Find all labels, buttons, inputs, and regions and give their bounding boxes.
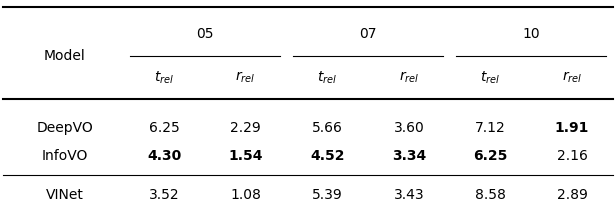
Text: DeepVO: DeepVO <box>36 121 93 135</box>
Text: 07: 07 <box>359 27 377 41</box>
Text: 3.52: 3.52 <box>148 188 179 202</box>
Text: 1.08: 1.08 <box>230 188 261 202</box>
Text: 8.58: 8.58 <box>475 188 506 202</box>
Text: $r_{rel}$: $r_{rel}$ <box>235 70 256 85</box>
Text: 2.29: 2.29 <box>230 121 261 135</box>
Text: 5.39: 5.39 <box>312 188 342 202</box>
Text: 4.30: 4.30 <box>147 149 181 163</box>
Text: 1.54: 1.54 <box>229 149 263 163</box>
Text: 05: 05 <box>196 27 214 41</box>
Text: 2.16: 2.16 <box>557 149 588 163</box>
Text: 7.12: 7.12 <box>475 121 506 135</box>
Text: 4.52: 4.52 <box>310 149 344 163</box>
Text: $t_{rel}$: $t_{rel}$ <box>480 69 501 86</box>
Text: 2.89: 2.89 <box>557 188 588 202</box>
Text: 6.25: 6.25 <box>473 149 508 163</box>
Text: 1.91: 1.91 <box>555 121 590 135</box>
Text: 5.66: 5.66 <box>312 121 342 135</box>
Text: InfoVO: InfoVO <box>41 149 88 163</box>
Text: $r_{rel}$: $r_{rel}$ <box>399 70 419 85</box>
Text: 10: 10 <box>522 27 540 41</box>
Text: Model: Model <box>44 49 86 63</box>
Text: $r_{rel}$: $r_{rel}$ <box>562 70 582 85</box>
Text: $t_{rel}$: $t_{rel}$ <box>317 69 338 86</box>
Text: VINet: VINet <box>46 188 84 202</box>
Text: 3.34: 3.34 <box>392 149 426 163</box>
Text: 3.43: 3.43 <box>394 188 424 202</box>
Text: 6.25: 6.25 <box>148 121 179 135</box>
Text: $t_{rel}$: $t_{rel}$ <box>154 69 174 86</box>
Text: 3.60: 3.60 <box>394 121 424 135</box>
